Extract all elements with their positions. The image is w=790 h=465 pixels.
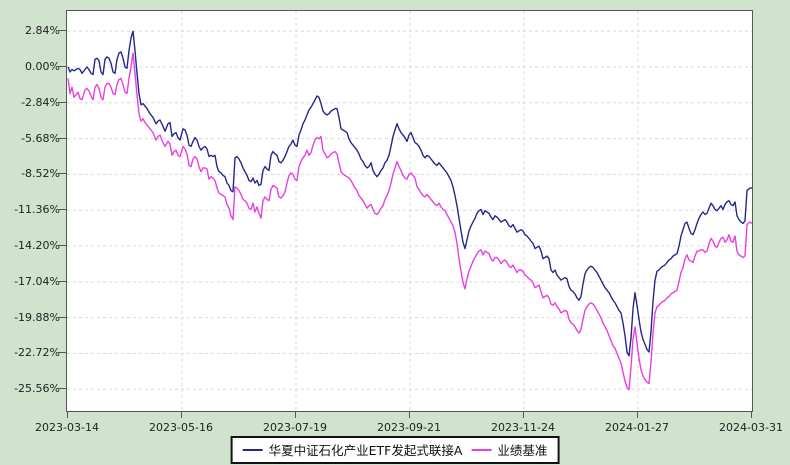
- x-axis-label: 2023-05-16: [149, 421, 213, 434]
- x-tick-mark: [523, 412, 524, 418]
- y-axis-label: -11.36%: [14, 203, 60, 217]
- legend-label-benchmark: 业绩基准: [497, 443, 548, 458]
- y-axis-label: 0.00%: [25, 59, 60, 73]
- y-tick-mark: [59, 173, 66, 175]
- benchmark-line-swatch-icon: [471, 448, 492, 451]
- x-axis-label: 2024-01-27: [605, 421, 669, 434]
- chart-canvas: [67, 11, 752, 411]
- y-tick-mark: [59, 245, 66, 247]
- x-tick-mark: [295, 412, 296, 418]
- legend-label-fund: 华夏中证石化产业ETF发起式联接A: [268, 443, 463, 458]
- x-axis-label: 2024-03-31: [719, 421, 783, 434]
- x-axis-label: 2023-07-19: [263, 421, 327, 434]
- y-tick-mark: [59, 30, 66, 32]
- y-axis-label: -25.56%: [14, 382, 60, 396]
- y-tick-mark: [59, 352, 66, 354]
- legend: 华夏中证石化产业ETF发起式联接A 业绩基准: [230, 436, 560, 464]
- y-axis-label: -2.84%: [21, 95, 60, 109]
- x-axis-label: 2023-11-24: [491, 421, 555, 434]
- y-axis-label: -8.52%: [21, 167, 60, 181]
- y-axis-label: -17.04%: [14, 274, 60, 288]
- y-tick-mark: [59, 209, 66, 211]
- y-axis-label: -19.88%: [14, 310, 60, 324]
- plot-area: [66, 10, 753, 412]
- x-tick-mark: [67, 412, 68, 418]
- y-tick-mark: [59, 137, 66, 139]
- y-tick-mark: [59, 280, 66, 282]
- x-axis-label: 2023-03-14: [35, 421, 99, 434]
- y-axis-label: -14.20%: [14, 239, 60, 253]
- y-tick-mark: [59, 65, 66, 67]
- x-tick-mark: [637, 412, 638, 418]
- y-tick-mark: [59, 388, 66, 390]
- y-axis-label: 2.84%: [25, 24, 60, 38]
- y-tick-mark: [59, 101, 66, 103]
- x-tick-mark: [751, 412, 752, 418]
- y-axis-label: -5.68%: [21, 131, 60, 145]
- x-axis-label: 2023-09-21: [377, 421, 441, 434]
- y-tick-mark: [59, 316, 66, 318]
- legend-item-fund: 华夏中证石化产业ETF发起式联接A: [242, 440, 463, 459]
- series-line-fund: [67, 30, 752, 357]
- series-line-benchmark: [67, 52, 752, 391]
- x-tick-mark: [409, 412, 410, 418]
- legend-item-benchmark: 业绩基准: [471, 440, 547, 459]
- x-tick-mark: [181, 412, 182, 418]
- y-axis-label: -22.72%: [14, 346, 60, 360]
- fund-line-swatch-icon: [242, 448, 263, 451]
